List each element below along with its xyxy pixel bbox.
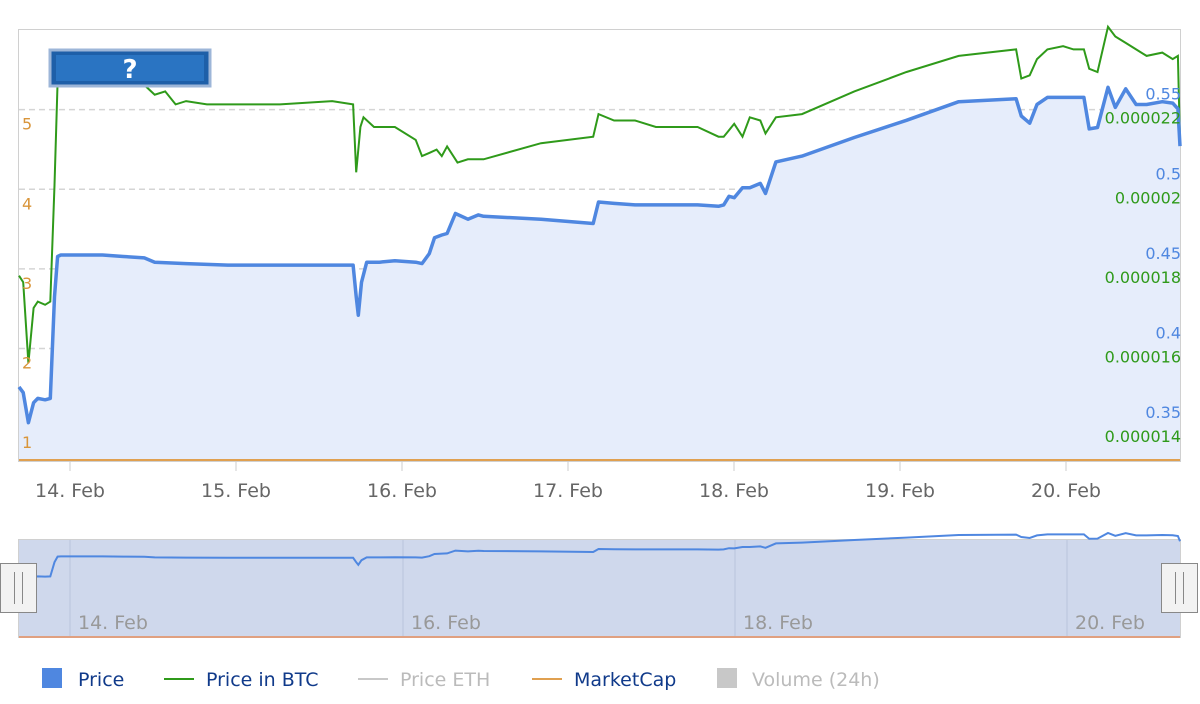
price-area — [19, 87, 1180, 461]
x-tick-label: 18. Feb — [699, 480, 769, 502]
navigator-tick-label: 18. Feb — [743, 612, 813, 634]
price-axis: 0.35 0.4 0.45 0.5 0.55 — [1145, 85, 1181, 423]
legend: Price Price in BTC Price ETH MarketCap V… — [42, 668, 880, 691]
x-axis: 14. Feb 15. Feb 16. Feb 17. Feb 18. Feb 19. F… — [19, 459, 1180, 502]
navigator-series — [18, 531, 1181, 581]
x-tick-label: 16. Feb — [367, 480, 437, 502]
price-area-fill — [19, 87, 1180, 461]
legend-label-price: Price — [78, 669, 124, 691]
navigator-selection[interactable] — [19, 540, 1180, 637]
legend-item-volume[interactable]: Volume (24h) — [717, 668, 880, 691]
marketcap-tick-label: 1 — [22, 433, 32, 452]
question-mark-icon: ? — [122, 55, 137, 85]
legend-item-marketcap[interactable]: MarketCap — [532, 669, 676, 691]
x-tick-label: 20. Feb — [1031, 480, 1101, 502]
price-tick-label: 0.35 — [1145, 403, 1181, 422]
navigator-tick-label: 16. Feb — [411, 612, 481, 634]
legend-label-price-eth: Price ETH — [400, 669, 490, 691]
legend-label-marketcap: MarketCap — [574, 669, 676, 691]
legend-item-price-in-btc[interactable]: Price in BTC — [164, 669, 319, 691]
price-tick-label: 0.4 — [1156, 324, 1181, 343]
price-tick-label: 0.55 — [1145, 85, 1181, 104]
navigator-x-axis: 14. Feb 16. Feb 18. Feb 20. Feb — [78, 612, 1145, 634]
price-btc-tick-label: 0.000022 — [1105, 109, 1181, 128]
legend-item-price-eth[interactable]: Price ETH — [358, 669, 490, 691]
legend-label-volume: Volume (24h) — [752, 669, 880, 691]
price-tick-label: 0.5 — [1156, 164, 1181, 183]
legend-item-price[interactable]: Price — [42, 668, 124, 691]
navigator-tick-label: 20. Feb — [1075, 612, 1145, 634]
price-tick-label: 0.45 — [1145, 244, 1181, 263]
marketcap-tick-label: 4 — [22, 194, 32, 213]
navigator-left-handle[interactable] — [0, 563, 37, 613]
navigator-tick-label: 14. Feb — [78, 612, 148, 634]
marketcap-tick-label: 2 — [22, 354, 32, 373]
price-symbol — [42, 668, 62, 688]
price-btc-axis: 0.000014 0.000016 0.000018 0.00002 0.000022 — [1105, 109, 1181, 447]
marketcap-tick-label: 5 — [22, 115, 32, 134]
x-tick-label: 14. Feb — [35, 480, 105, 502]
navigator-price-line — [18, 531, 1181, 581]
x-tick-label: 15. Feb — [201, 480, 271, 502]
marketcap-tick-label: 3 — [22, 274, 32, 293]
x-tick-label: 17. Feb — [533, 480, 603, 502]
volume-symbol — [717, 668, 737, 688]
price-line — [17, 85, 1182, 425]
marketcap-axis: 1 2 3 4 5 — [22, 115, 32, 453]
price-btc-tick-label: 0.000014 — [1105, 427, 1181, 446]
price-btc-tick-label: 0.000016 — [1105, 348, 1181, 367]
price-btc-tick-label: 0.00002 — [1115, 188, 1181, 207]
navigator[interactable]: 14. Feb 16. Feb 18. Feb 20. Feb — [0, 531, 1198, 638]
legend-label-price-in-btc: Price in BTC — [206, 669, 319, 691]
help-button[interactable]: ? — [48, 48, 212, 88]
price-btc-tick-label: 0.000018 — [1105, 268, 1181, 287]
navigator-right-handle[interactable] — [1161, 563, 1198, 613]
x-tick-label: 19. Feb — [865, 480, 935, 502]
